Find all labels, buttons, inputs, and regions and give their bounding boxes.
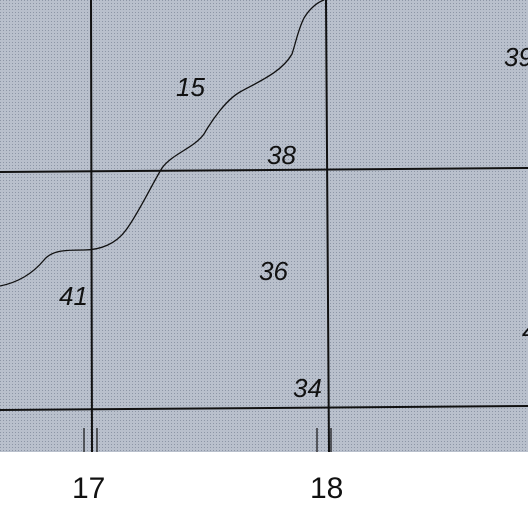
map-label-38: 38: [267, 140, 296, 170]
axis-tick-label-18: 18: [310, 472, 344, 505]
map-label-39: 39: [504, 42, 528, 72]
coastline: [0, 0, 325, 287]
gridline-horizontal-lower: [0, 405, 528, 411]
map-label-41: 41: [59, 281, 88, 311]
axis-tick-label-17: 17: [72, 472, 106, 505]
gridline-vertical-17: [90, 0, 93, 453]
map-shaded-area: [0, 0, 528, 452]
gridline-vertical-18: [325, 0, 330, 453]
map-label-partial: 4: [522, 316, 528, 346]
gridline-horizontal-upper: [0, 167, 528, 173]
map-label-36: 36: [259, 256, 288, 286]
map-label-15: 15: [176, 72, 205, 102]
map-label-34: 34: [293, 373, 322, 403]
